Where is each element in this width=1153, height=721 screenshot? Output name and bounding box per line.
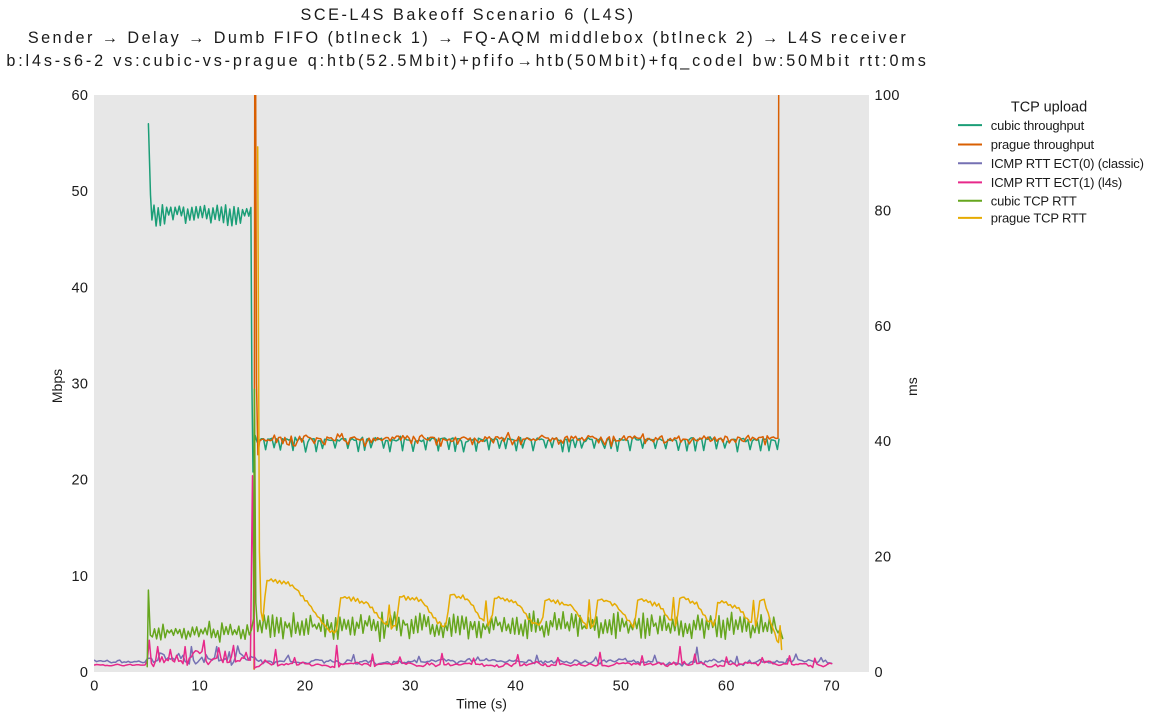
svg-text:SCE-L4S Bakeoff Scenario 6 (L4: SCE-L4S Bakeoff Scenario 6 (L4S) — [300, 6, 635, 24]
svg-text:10: 10 — [71, 569, 88, 585]
svg-text:60: 60 — [718, 678, 735, 694]
svg-text:ICMP RTT ECT(0) (classic): ICMP RTT ECT(0) (classic) — [991, 156, 1144, 171]
svg-text:Sender → Delay → Dumb FIFO (bt: Sender → Delay → Dumb FIFO (btlneck 1) →… — [28, 29, 908, 47]
svg-text:20: 20 — [71, 473, 88, 489]
svg-text:20: 20 — [297, 678, 314, 694]
svg-text:prague TCP RTT: prague TCP RTT — [991, 211, 1087, 226]
svg-text:0: 0 — [875, 665, 883, 681]
svg-text:80: 80 — [875, 203, 892, 219]
svg-text:prague throughput: prague throughput — [991, 137, 1095, 152]
svg-text:ms: ms — [904, 377, 920, 396]
svg-text:cubic throughput: cubic throughput — [991, 118, 1085, 133]
svg-text:Mbps: Mbps — [49, 369, 65, 403]
svg-text:b:l4s-s6-2 vs:cubic-vs-prague: b:l4s-s6-2 vs:cubic-vs-prague q:htb(52.5… — [6, 52, 928, 70]
svg-text:TCP upload: TCP upload — [1011, 100, 1087, 116]
svg-text:ICMP RTT ECT(1) (l4s): ICMP RTT ECT(1) (l4s) — [991, 175, 1122, 190]
svg-text:0: 0 — [80, 665, 88, 681]
svg-text:30: 30 — [71, 376, 88, 392]
svg-text:cubic TCP RTT: cubic TCP RTT — [991, 194, 1077, 209]
svg-text:30: 30 — [402, 678, 419, 694]
svg-text:100: 100 — [875, 88, 900, 104]
svg-text:50: 50 — [71, 184, 88, 200]
svg-text:60: 60 — [71, 88, 88, 104]
svg-text:Time (s): Time (s) — [456, 696, 507, 712]
svg-text:40: 40 — [71, 280, 88, 296]
svg-text:50: 50 — [613, 678, 630, 694]
svg-text:10: 10 — [191, 678, 208, 694]
svg-text:40: 40 — [875, 434, 892, 450]
svg-text:70: 70 — [823, 678, 840, 694]
svg-text:40: 40 — [507, 678, 524, 694]
svg-text:20: 20 — [875, 550, 892, 566]
svg-text:0: 0 — [90, 678, 98, 694]
svg-text:60: 60 — [875, 319, 892, 335]
